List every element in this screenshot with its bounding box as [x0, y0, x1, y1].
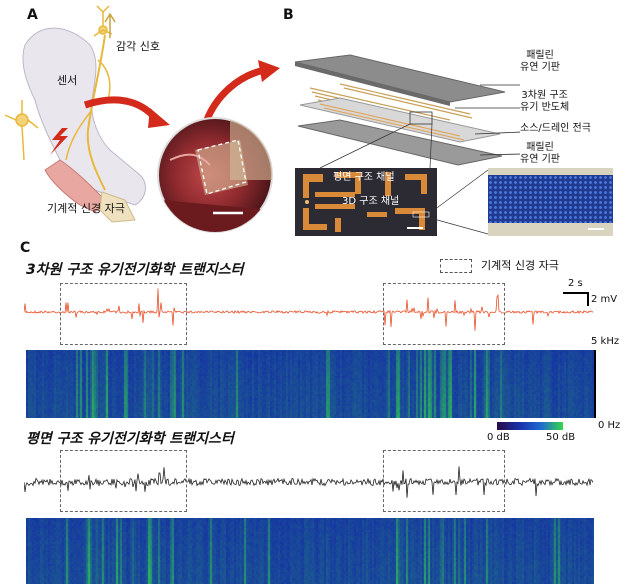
nerve-branch	[97, 59, 111, 101]
label-parylene-top: 패릴린 유연 기판	[520, 50, 560, 73]
zoom-connector	[430, 169, 489, 235]
label-mech-stim: 기계적 신경 자극	[47, 202, 125, 215]
label-3d-semiconductor: 3차원 구조 유기 반도체	[520, 90, 570, 113]
stim-window	[383, 450, 505, 512]
panel-a-illustration	[4, 5, 280, 233]
label-sensor: 센서	[57, 74, 78, 87]
label-3d-channel: 3D 구조 채널	[342, 196, 400, 207]
body-silhouette	[22, 27, 146, 206]
zoom-box	[409, 111, 433, 125]
red-arrow-icon	[83, 96, 158, 121]
panel-label-a: A	[27, 7, 38, 23]
voltage-scale-label: 2 mV	[591, 294, 618, 305]
trace-planar	[24, 466, 594, 498]
trace-3d-svg	[24, 288, 594, 331]
stim-window	[60, 450, 187, 512]
legend-mech-stim: 기계적 신경 자극	[481, 259, 559, 272]
label-planar-channel: 평면 구조 채널	[333, 172, 395, 183]
electrode-layer	[299, 97, 501, 143]
red-arrow-icon	[201, 66, 266, 127]
freq-top-label: 5 kHz	[591, 336, 620, 347]
channel-micrograph	[295, 168, 437, 236]
freq-axis	[594, 350, 596, 418]
nerve	[86, 34, 106, 191]
legend-swatch	[440, 259, 472, 273]
panel-label-b: B	[283, 7, 294, 23]
leg-muscle	[44, 159, 109, 213]
label-sensory-signal: 감각 신호	[116, 40, 160, 53]
label-source-drain: 소스/드레인 전극	[520, 123, 591, 134]
cbar-min-label: 0 dB	[487, 432, 510, 443]
freq-bottom-label: 0 Hz	[598, 420, 621, 431]
time-scale-label: 2 s	[568, 278, 583, 289]
stim-window	[60, 283, 187, 345]
substrate-top	[294, 54, 506, 103]
time-scale-bar	[563, 292, 588, 294]
cbar-max-label: 50 dB	[546, 432, 576, 443]
3d-structure-micrograph	[488, 168, 613, 236]
substrate-bottom	[297, 119, 503, 166]
layer-stack	[294, 54, 520, 169]
spectrogram-3d	[26, 350, 594, 418]
foot	[99, 191, 136, 223]
title-planar-transistor: 평면 구조 유기전기화학 트랜지스터	[26, 431, 234, 447]
spectrogram-planar	[26, 518, 594, 584]
lightning-icon	[50, 128, 68, 155]
up-arrow-icon	[104, 12, 116, 38]
trace-planar-svg	[24, 466, 594, 498]
panel-label-c: C	[20, 240, 31, 256]
neuron-icon	[4, 100, 39, 161]
label-parylene-bottom: 패릴린 유연 기판	[520, 142, 560, 165]
title-3d-transistor: 3차원 구조 유기전기화학 트랜지스터	[26, 262, 244, 278]
nerve-branch	[65, 109, 93, 161]
voltage-scale-bar	[587, 292, 589, 306]
stim-window	[383, 283, 505, 345]
trace-3d	[24, 288, 594, 331]
colorbar	[497, 422, 563, 430]
